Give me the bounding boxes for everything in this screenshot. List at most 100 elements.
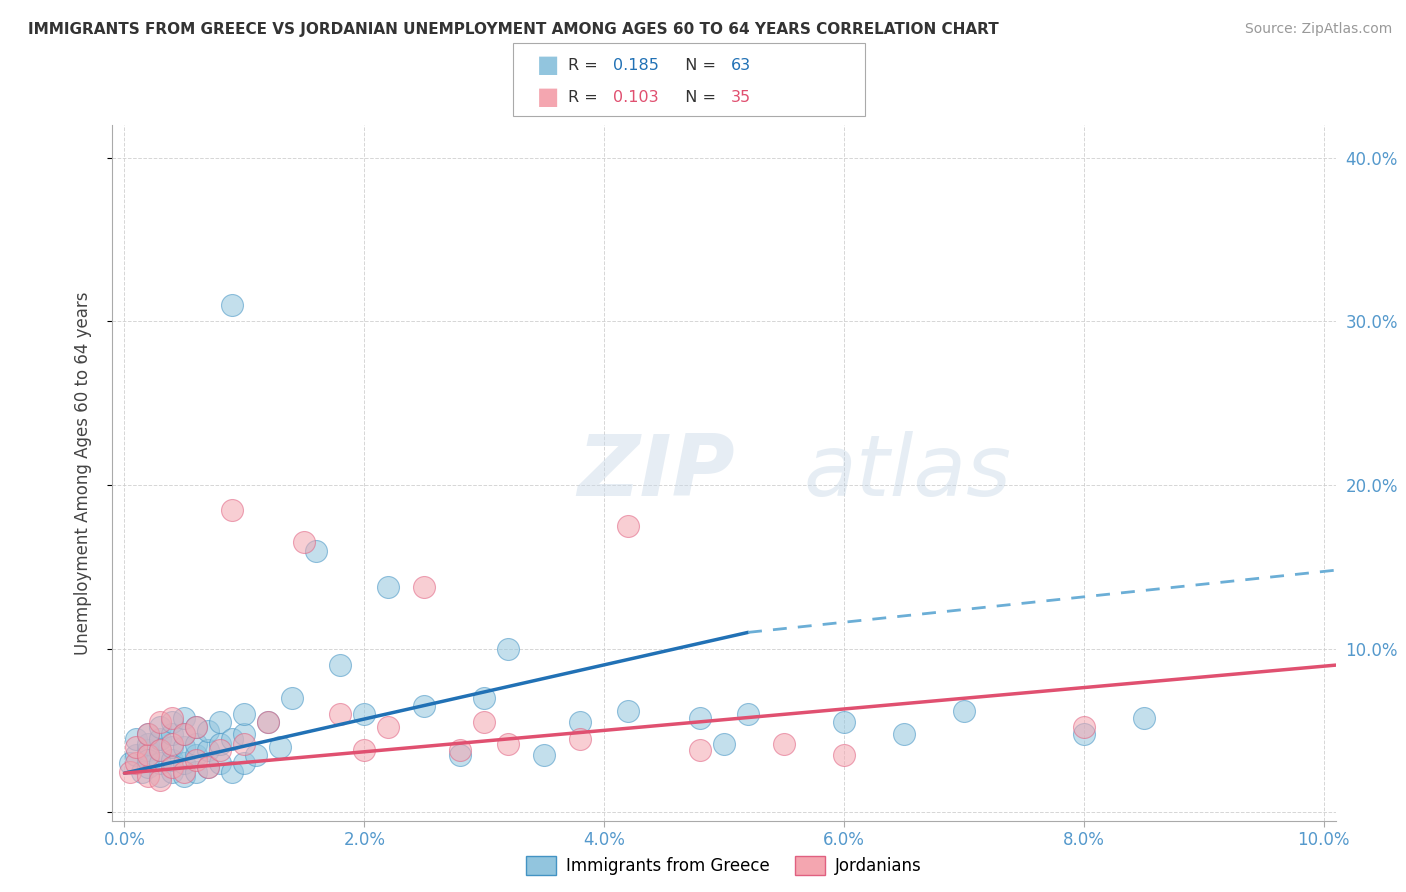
Point (162, 753, 184, 767)
Point (125, 756, 148, 771)
Point (138, 737, 160, 751)
Point (125, 731, 148, 746)
Point (197, 743, 219, 757)
Text: IMMIGRANTS FROM GREECE VS JORDANIAN UNEMPLOYMENT AMONG AGES 60 TO 64 YEARS CORRE: IMMIGRANTS FROM GREECE VS JORDANIAN UNEM… (28, 22, 998, 37)
Point (269, 739, 291, 754)
Point (162, 715, 184, 730)
Point (257, 715, 280, 730)
Point (120, 756, 142, 771)
Point (617, 519, 640, 533)
Point (617, 704, 640, 718)
Point (449, 748, 471, 763)
Point (472, 715, 495, 730)
Point (233, 727, 256, 741)
Point (305, 543, 328, 558)
Point (209, 743, 232, 757)
Point (186, 720, 208, 734)
Point (221, 764, 243, 779)
Point (149, 772, 172, 787)
Point (138, 759, 160, 773)
Point (1073, 720, 1095, 734)
Point (197, 759, 219, 773)
Point (329, 707, 352, 722)
Point (233, 756, 256, 771)
Point (496, 641, 519, 656)
Point (209, 756, 232, 771)
Text: 63: 63 (731, 58, 751, 73)
Point (149, 756, 172, 771)
Point (173, 727, 195, 741)
Text: atlas: atlas (804, 431, 1011, 515)
Point (138, 727, 160, 741)
Point (186, 753, 208, 767)
Point (377, 720, 399, 734)
Point (221, 731, 243, 746)
Point (149, 769, 172, 783)
Point (832, 715, 855, 730)
Point (533, 748, 555, 763)
Point (245, 748, 267, 763)
Text: R =: R = (568, 90, 603, 105)
Point (120, 764, 142, 779)
Point (149, 731, 172, 746)
Legend: Immigrants from Greece, Jordanians: Immigrants from Greece, Jordanians (520, 849, 928, 882)
Point (569, 715, 592, 730)
Point (138, 743, 160, 757)
Point (413, 699, 436, 714)
Point (186, 748, 208, 763)
Y-axis label: Unemployment Among Ages 60 to 64 years: Unemployment Among Ages 60 to 64 years (73, 291, 91, 655)
Text: 0.185: 0.185 (613, 58, 659, 73)
Point (496, 737, 519, 751)
Point (162, 759, 184, 773)
Point (773, 737, 796, 751)
Text: N =: N = (675, 90, 721, 105)
Point (221, 298, 243, 312)
Point (149, 720, 172, 734)
Point (125, 739, 148, 754)
Text: R =: R = (568, 58, 603, 73)
Point (689, 710, 711, 724)
Point (197, 759, 219, 773)
Point (953, 704, 976, 718)
Point (353, 707, 375, 722)
Point (173, 710, 195, 724)
Point (173, 756, 195, 771)
Point (1073, 727, 1095, 741)
Text: ZIP: ZIP (578, 431, 735, 515)
Point (449, 743, 471, 757)
Point (149, 715, 172, 730)
Point (377, 580, 399, 594)
Point (162, 737, 184, 751)
Point (292, 535, 315, 549)
Point (472, 690, 495, 705)
Point (173, 764, 195, 779)
Point (138, 748, 160, 763)
Point (1133, 710, 1156, 724)
Point (173, 769, 195, 783)
Point (197, 723, 219, 738)
Point (689, 743, 711, 757)
Point (138, 727, 160, 741)
Point (713, 737, 735, 751)
Point (209, 715, 232, 730)
Text: 0.103: 0.103 (613, 90, 658, 105)
Point (329, 658, 352, 673)
Point (353, 743, 375, 757)
Text: ■: ■ (537, 86, 560, 110)
Point (138, 753, 160, 767)
Point (162, 727, 184, 741)
Point (162, 710, 184, 724)
Point (186, 737, 208, 751)
Point (186, 720, 208, 734)
Point (162, 739, 184, 754)
Point (186, 764, 208, 779)
Text: 35: 35 (731, 90, 751, 105)
Point (138, 769, 160, 783)
Text: ■: ■ (537, 54, 560, 78)
Point (209, 737, 232, 751)
Point (569, 731, 592, 746)
Point (149, 743, 172, 757)
Point (233, 737, 256, 751)
Point (149, 743, 172, 757)
Point (413, 580, 436, 594)
